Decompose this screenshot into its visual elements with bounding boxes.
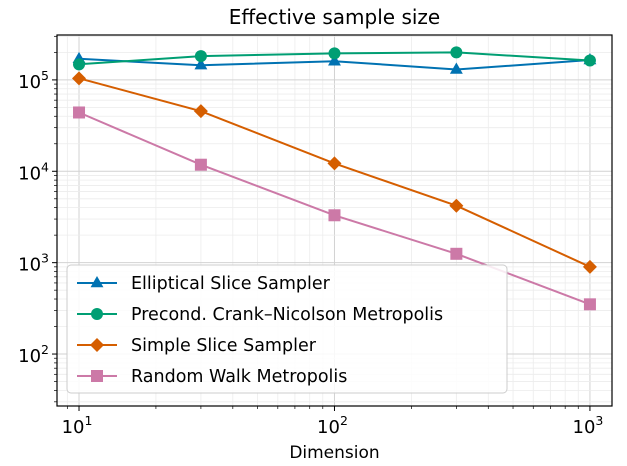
square-marker <box>194 158 207 171</box>
x-axis-label: Dimension <box>289 443 379 463</box>
legend-box <box>66 264 508 394</box>
chart-title: Effective sample size <box>229 5 440 29</box>
circle-marker <box>194 50 207 63</box>
y-tick-label-base: 10 <box>18 255 41 276</box>
y-tick-label-base: 10 <box>18 346 41 367</box>
legend-entry: Simple Slice Sampler <box>77 336 317 356</box>
y-tick-label: 103 <box>18 251 49 276</box>
diamond-marker <box>582 259 597 274</box>
x-tick-label: 102 <box>317 413 348 438</box>
series-group <box>72 46 597 311</box>
square-marker <box>73 106 86 119</box>
square-marker <box>583 298 596 311</box>
x-tick-label: 103 <box>573 413 604 438</box>
legend-entry: Random Walk Metropolis <box>77 367 347 387</box>
y-tick-label-exponent: 3 <box>41 251 49 266</box>
circle-marker <box>583 54 596 67</box>
legend-entry: Elliptical Slice Sampler <box>77 274 331 294</box>
y-tick-label-base: 10 <box>18 72 41 93</box>
triangle-marker <box>194 58 208 70</box>
triangle-marker <box>449 62 463 74</box>
x-tick-label-base: 10 <box>573 417 596 438</box>
x-tick-label-base: 10 <box>62 417 85 438</box>
square-marker <box>91 370 103 382</box>
y-tick-label-base: 10 <box>18 163 41 184</box>
legend-label: Elliptical Slice Sampler <box>131 274 331 294</box>
circle-marker <box>91 308 103 320</box>
series-2 <box>73 46 596 71</box>
y-tick-label-exponent: 5 <box>41 68 49 83</box>
y-tick-label-exponent: 4 <box>41 159 49 174</box>
square-marker <box>450 247 463 260</box>
x-tick-label-base: 10 <box>317 417 340 438</box>
y-tick-label-exponent: 2 <box>41 342 49 357</box>
legend: Elliptical Slice Sampler Precond. Crank–N… <box>66 264 508 394</box>
diamond-marker <box>327 156 342 171</box>
legend-label: Precond. Crank–Nicolson Metropolis <box>131 305 443 325</box>
x-tick-label-exponent: 3 <box>595 413 603 428</box>
diamond-marker <box>449 198 464 213</box>
series-3 <box>72 71 597 274</box>
diamond-marker <box>193 104 208 119</box>
circle-marker <box>328 47 341 60</box>
triangle-marker <box>328 54 341 66</box>
diamond-marker <box>90 338 104 352</box>
diamond-marker <box>72 71 87 86</box>
legend-label: Random Walk Metropolis <box>131 367 347 387</box>
circle-marker <box>73 58 86 71</box>
square-marker <box>328 209 341 222</box>
x-tick-label-exponent: 1 <box>84 413 92 428</box>
y-tick-label: 104 <box>18 159 49 184</box>
legend-entry: Precond. Crank–Nicolson Metropolis <box>77 305 443 325</box>
x-tick-label-exponent: 2 <box>340 413 348 428</box>
legend-label: Simple Slice Sampler <box>131 336 317 356</box>
y-tick-label: 102 <box>18 342 49 367</box>
triangle-marker <box>90 276 104 288</box>
y-tick-label: 105 <box>18 68 49 93</box>
x-tick-label: 101 <box>62 413 93 438</box>
circle-marker <box>450 46 463 59</box>
